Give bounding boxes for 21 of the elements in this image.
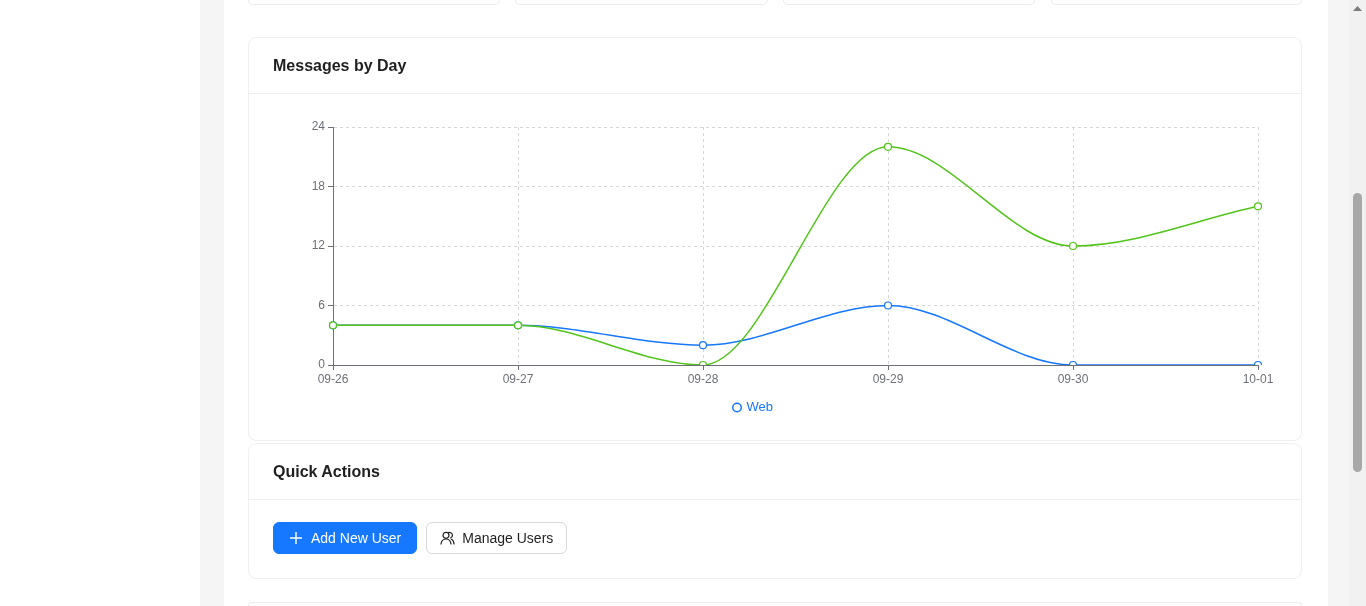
point [698,341,708,350]
x-tick-label: 09-29 [872,371,904,386]
y-tick-label: 24 [311,119,326,134]
point [883,142,893,151]
x-tick-label: 09-26 [317,371,349,386]
y-tick-label: 12 [311,238,326,253]
x-tick-label: 09-27 [502,371,534,386]
x-tick-label: 09-30 [1057,371,1089,386]
point [883,301,893,310]
button[interactable]: Add New User [273,522,418,554]
y-tick-label: 18 [311,178,326,193]
y-tick-label: 6 [318,297,326,312]
point [1068,241,1078,251]
point [1253,202,1263,211]
chart-title: Messages by Day [273,56,407,75]
x-tick-label: 10-01 [1242,371,1274,386]
button[interactable]: Manage Users [426,522,568,554]
x-tick-label: 09-28 [687,371,719,386]
text: Quick Actions [273,462,380,481]
legend-label: Web [746,399,773,415]
y-tick-label: 0 [318,357,326,372]
